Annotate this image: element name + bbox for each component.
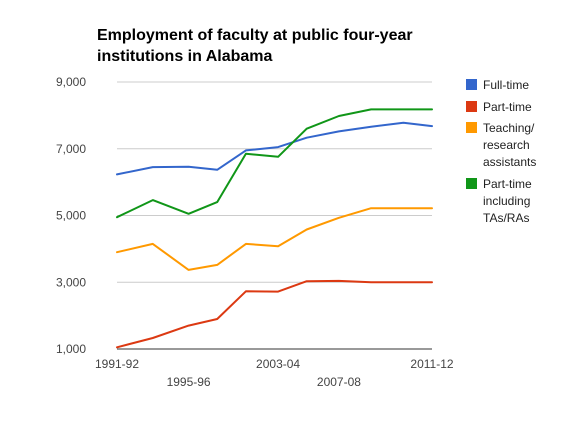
- series-lines: [116, 108, 433, 349]
- x-axis: 1991-92 1995-96 2003-04 2007-08 2011-12: [95, 348, 454, 389]
- x-tick-label: 2003-04: [256, 357, 300, 371]
- x-tick-label: 2011-12: [410, 357, 453, 371]
- legend: Full-time Part-time Teaching/research assis…: [466, 78, 536, 225]
- y-tick-label: 1,000: [56, 342, 86, 356]
- legend-swatch: [466, 178, 477, 189]
- series-line-3: [116, 207, 433, 271]
- chart-title: Employment of faculty at public four-yea…: [97, 27, 413, 65]
- series-line-2: [116, 279, 433, 349]
- legend-label: assistants: [483, 155, 536, 169]
- x-tick-label: 2007-08: [317, 375, 361, 389]
- y-tick-label: 3,000: [56, 275, 86, 289]
- x-tick-label: 1995-96: [167, 375, 211, 389]
- legend-label: Teaching/: [483, 121, 535, 135]
- legend-swatch: [466, 122, 477, 133]
- legend-label: Full-time: [483, 78, 529, 92]
- legend-label: Part-time: [483, 100, 532, 114]
- legend-label: including: [483, 194, 530, 208]
- x-tick-label: 1991-92: [95, 357, 139, 371]
- legend-label: TAs/RAs: [483, 211, 529, 225]
- chart-title-line-1: Employment of faculty at public four-yea…: [97, 27, 413, 44]
- y-tick-label: 5,000: [56, 209, 86, 223]
- y-axis: 1,000 3,000 5,000 7,000 9,000: [56, 75, 86, 356]
- legend-label: Part-time: [483, 177, 532, 191]
- legend-swatch: [466, 79, 477, 90]
- legend-label: research: [483, 138, 530, 152]
- chart-title-line-2: institutions in Alabama: [97, 48, 273, 65]
- legend-swatch: [466, 101, 477, 112]
- y-tick-label: 7,000: [56, 142, 86, 156]
- series-line-4: [116, 108, 433, 219]
- y-tick-label: 9,000: [56, 75, 86, 89]
- series-line-1: [116, 121, 433, 176]
